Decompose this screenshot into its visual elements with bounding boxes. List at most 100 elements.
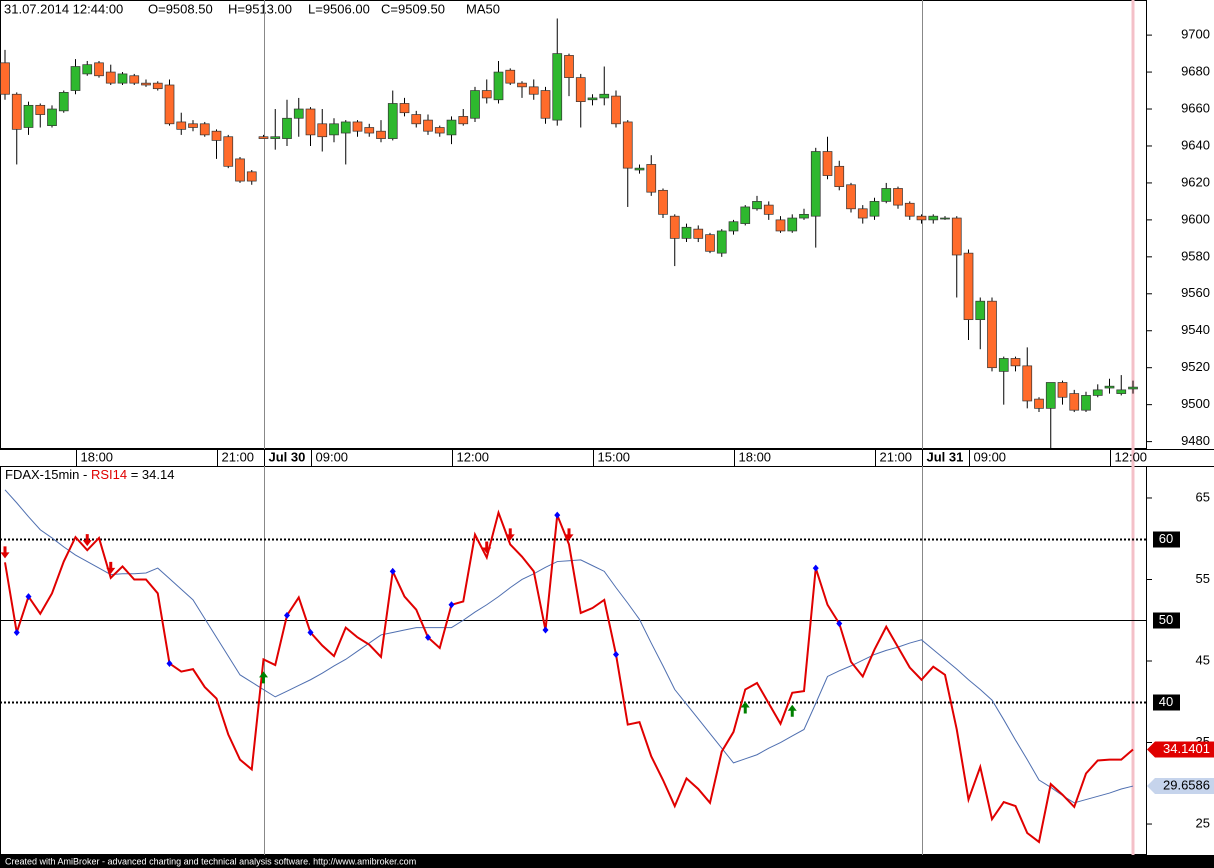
candle-body (693, 228, 704, 239)
x-tick-label: 09:00 (316, 449, 349, 464)
candle-body (634, 167, 645, 171)
candle-body (622, 121, 633, 169)
candle-body (669, 215, 680, 239)
candle-body (881, 188, 892, 202)
candle-body (152, 82, 163, 90)
candle-body (317, 123, 328, 138)
candle-body (810, 151, 821, 217)
candle-body (82, 64, 93, 75)
candle-body (35, 104, 46, 115)
y-tick-label: 9620 (1181, 174, 1210, 189)
signal-dot (166, 659, 173, 667)
buy-arrow (740, 701, 750, 714)
sell-arrow (106, 561, 116, 574)
candle-body (1045, 382, 1056, 409)
candle-body (528, 86, 539, 95)
candle-body (411, 114, 422, 125)
candle-body (705, 234, 715, 252)
title-part: = 34.14 (127, 467, 174, 482)
candle-body (282, 117, 292, 139)
title-part: FDAX-15min - (5, 467, 91, 482)
candle-body (646, 164, 657, 193)
candle-body (340, 121, 351, 134)
candle-body (822, 151, 833, 176)
signal-dot (812, 564, 819, 572)
candle-body (540, 90, 551, 119)
candle-body (787, 217, 798, 232)
candle-body (399, 103, 410, 114)
candle-body (364, 127, 375, 134)
candle-body (857, 208, 868, 219)
candle-body (975, 300, 986, 321)
x-tick-label: 12:00 (1115, 449, 1148, 464)
candle-body (11, 93, 22, 130)
price-pane (0, 0, 1147, 449)
footer-bar (0, 855, 1214, 868)
y-tick-label: 9600 (1181, 211, 1210, 226)
candle-body (951, 217, 962, 256)
candle-body (493, 71, 504, 101)
level-box (1153, 612, 1180, 629)
ohlc-label: C=9509.50 (381, 1, 445, 16)
candle-body (834, 165, 845, 187)
candle-body (575, 77, 586, 102)
candle-body (1081, 395, 1091, 411)
sell-arrow (0, 546, 10, 559)
candle-body (211, 130, 222, 141)
x-tick-label: Jul 31 (927, 449, 964, 464)
candle-body (0, 62, 10, 95)
candle-body (611, 95, 621, 125)
y-tick-label: 55 (1196, 571, 1210, 586)
candle-body (505, 69, 516, 84)
candle-body (599, 93, 610, 99)
candle-body (235, 158, 245, 182)
signal-dot (448, 601, 455, 609)
x-tick-label: 15:00 (598, 449, 631, 464)
level-label: 60 (1159, 531, 1173, 546)
y-tick-label: 9480 (1181, 433, 1210, 448)
candle-body (1022, 365, 1033, 402)
y-tick-label: 65 (1196, 489, 1210, 504)
candle-body (141, 82, 151, 86)
sell-arrow (482, 541, 492, 554)
candle-body (552, 53, 563, 121)
y-tick-label: 9660 (1181, 100, 1210, 115)
signal-dot (389, 567, 396, 575)
candle-body (728, 221, 739, 232)
sell-arrow (564, 528, 574, 541)
candle-body (928, 215, 939, 221)
candle-body (1057, 382, 1068, 398)
candle-body (470, 90, 480, 119)
series-line (4, 509, 1134, 844)
candle-body (70, 66, 81, 91)
candle-body (105, 71, 116, 84)
candle-body (47, 108, 57, 126)
signal-dot (307, 628, 314, 636)
candle-body (58, 92, 69, 112)
last-value-label: 29.6586 (1163, 777, 1210, 792)
candle-body (293, 108, 304, 119)
candle-body (458, 116, 469, 125)
rsi-title: FDAX-15min - RSI14 = 34.14 (5, 467, 174, 482)
date-label: 31.07.2014 12:44:00 (4, 1, 123, 16)
y-tick-label: 25 (1196, 815, 1210, 830)
candle-body (963, 252, 974, 321)
y-tick-label: 9640 (1181, 137, 1210, 152)
candle-body (752, 201, 762, 210)
signal-dot (425, 633, 431, 641)
x-tick-label: Jul 30 (269, 449, 306, 464)
candle-body (1010, 358, 1021, 367)
candle-body (129, 75, 140, 84)
ohlc-label: H=9513.00 (228, 1, 292, 16)
candle-body (305, 108, 316, 136)
signal-dot (836, 620, 843, 628)
level-box (1153, 694, 1180, 711)
candle-body (164, 84, 175, 125)
candle-body (716, 230, 727, 254)
candle-body (775, 219, 786, 232)
x-tick-label: 18:00 (81, 449, 114, 464)
x-tick-label: 09:00 (974, 449, 1007, 464)
candle-body (763, 204, 774, 215)
